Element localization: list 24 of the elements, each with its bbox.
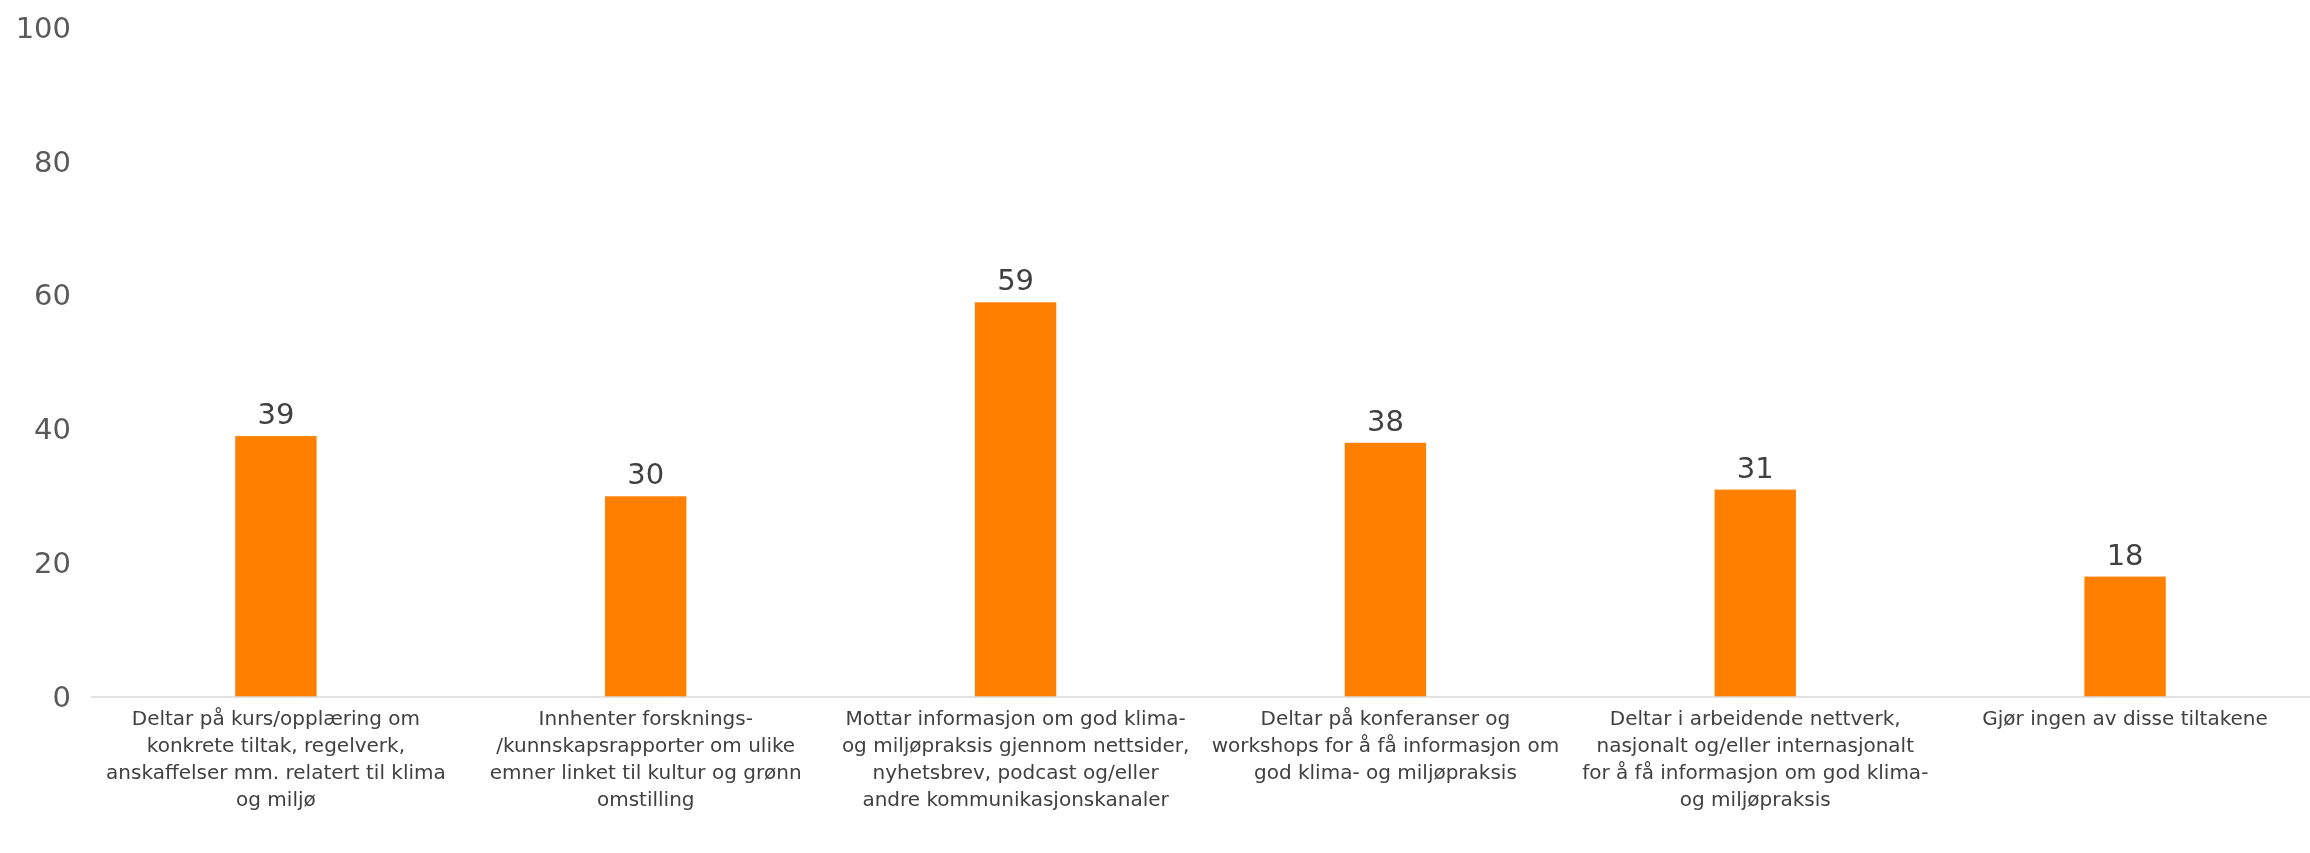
bar — [605, 496, 687, 697]
y-tick-label: 0 — [52, 679, 71, 714]
x-tick-label: Innhenter forsknings- /kunnskapsrapporter om ulike emner linket til kultur og grønn omstilling — [489, 706, 802, 811]
x-tick-label: Deltar på konferanser og workshops for å få informasjon om god klima- og miljøpraksis — [1211, 706, 1560, 784]
y-tick-label: 20 — [34, 545, 71, 580]
x-tick-label: Deltar på kurs/opplæring om konkrete tiltak, regelverk, anskaffelser mm. relatert til klima og miljø — [106, 706, 446, 811]
bar — [1344, 442, 1427, 697]
data-label: 30 — [627, 457, 665, 492]
x-tick-label: Gjør ingen av disse tiltakene — [1982, 706, 2268, 730]
data-label: 18 — [2106, 537, 2144, 572]
x-tick-label: Deltar i arbeidende nettverk, nasjonalt og/eller internasjonalt for å få informasjon om god klima- og miljøpraksis — [1582, 706, 1929, 811]
bar — [974, 302, 1057, 697]
data-label: 39 — [257, 397, 295, 432]
y-tick-label: 80 — [34, 144, 71, 179]
data-label: 31 — [1736, 450, 1774, 485]
bar — [2084, 576, 2166, 697]
bar — [235, 436, 317, 697]
data-label: 59 — [997, 263, 1035, 298]
y-tick-label: 60 — [34, 278, 71, 313]
y-tick-label: 100 — [15, 10, 71, 45]
x-tick-label: Mottar informasjon om god klima- og miljøpraksis gjennom nettsider, nyhetsbrev, podcast og/eller andre kommunikasjonskanaler — [841, 706, 1190, 811]
bar — [1714, 489, 1796, 697]
data-label: 38 — [1366, 403, 1404, 438]
y-tick-label: 40 — [34, 412, 71, 447]
